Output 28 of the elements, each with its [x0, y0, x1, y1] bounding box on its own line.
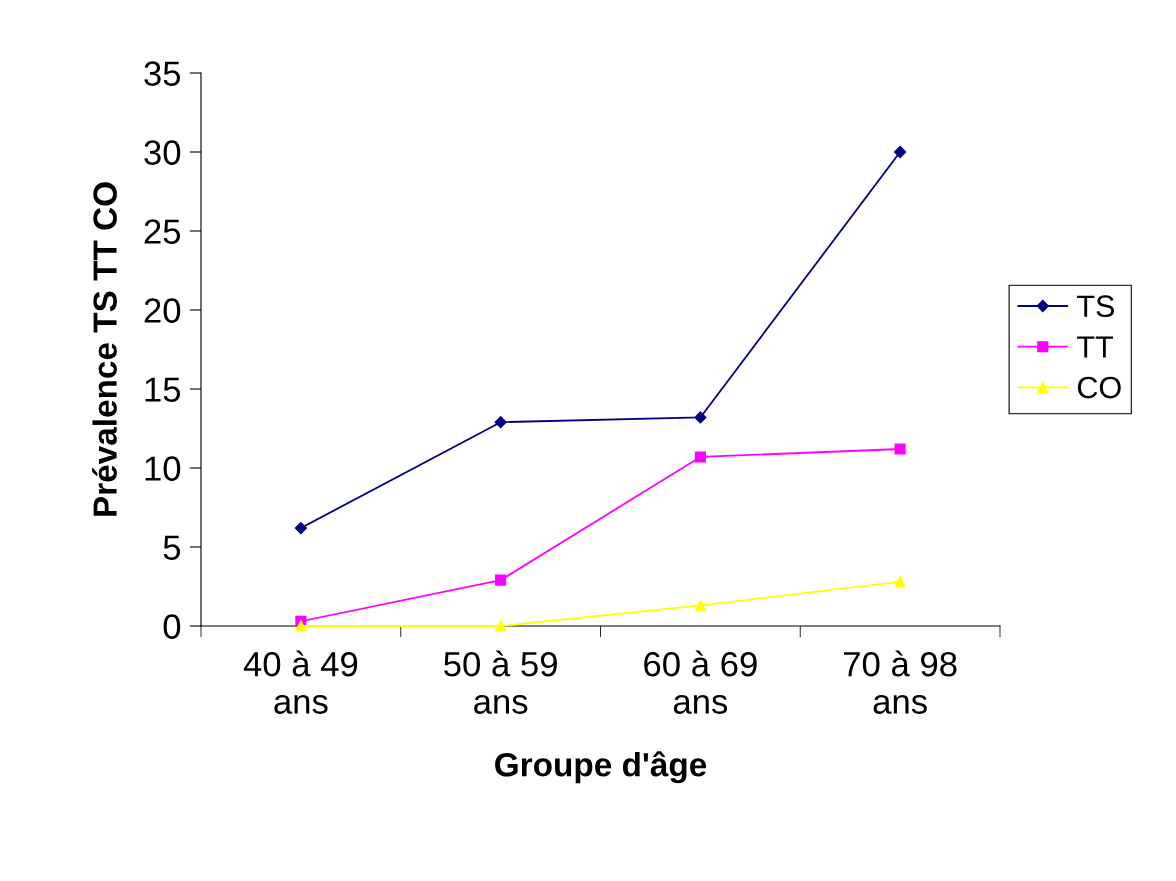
y-tick-label: 35 [144, 61, 181, 86]
legend-label: TT [1077, 336, 1114, 358]
y-axis-title: Prévalence TS TT CO [92, 182, 117, 516]
y-tick-label: 5 [163, 535, 181, 560]
point [894, 576, 906, 588]
x-tick-label: 70 à 98 ans [843, 650, 957, 714]
legend-label: CO [1077, 376, 1121, 399]
point [295, 620, 307, 632]
point [694, 599, 706, 612]
x-tick-label: 60 à 69 ans [644, 650, 757, 714]
point [294, 521, 307, 535]
x-tick-label: 50 à 59 ans [444, 650, 557, 714]
y-tick-label: 15 [145, 377, 181, 402]
y-tick-label: 25 [144, 219, 181, 244]
point [495, 620, 507, 632]
y-tick-label: 0 [163, 614, 181, 639]
point [495, 574, 507, 586]
y-tick-label: 20 [144, 298, 181, 323]
legend-label: TS [1077, 295, 1115, 317]
y-tick-label: 10 [145, 456, 181, 481]
point [694, 411, 707, 424]
point [694, 451, 706, 463]
point [494, 416, 507, 429]
y-tick-label: 30 [144, 140, 181, 165]
x-tick-label: 40 à 49 ans [243, 650, 358, 714]
point [894, 145, 907, 159]
x-axis-title: Groupe d'âge [495, 751, 707, 784]
point [894, 443, 906, 455]
